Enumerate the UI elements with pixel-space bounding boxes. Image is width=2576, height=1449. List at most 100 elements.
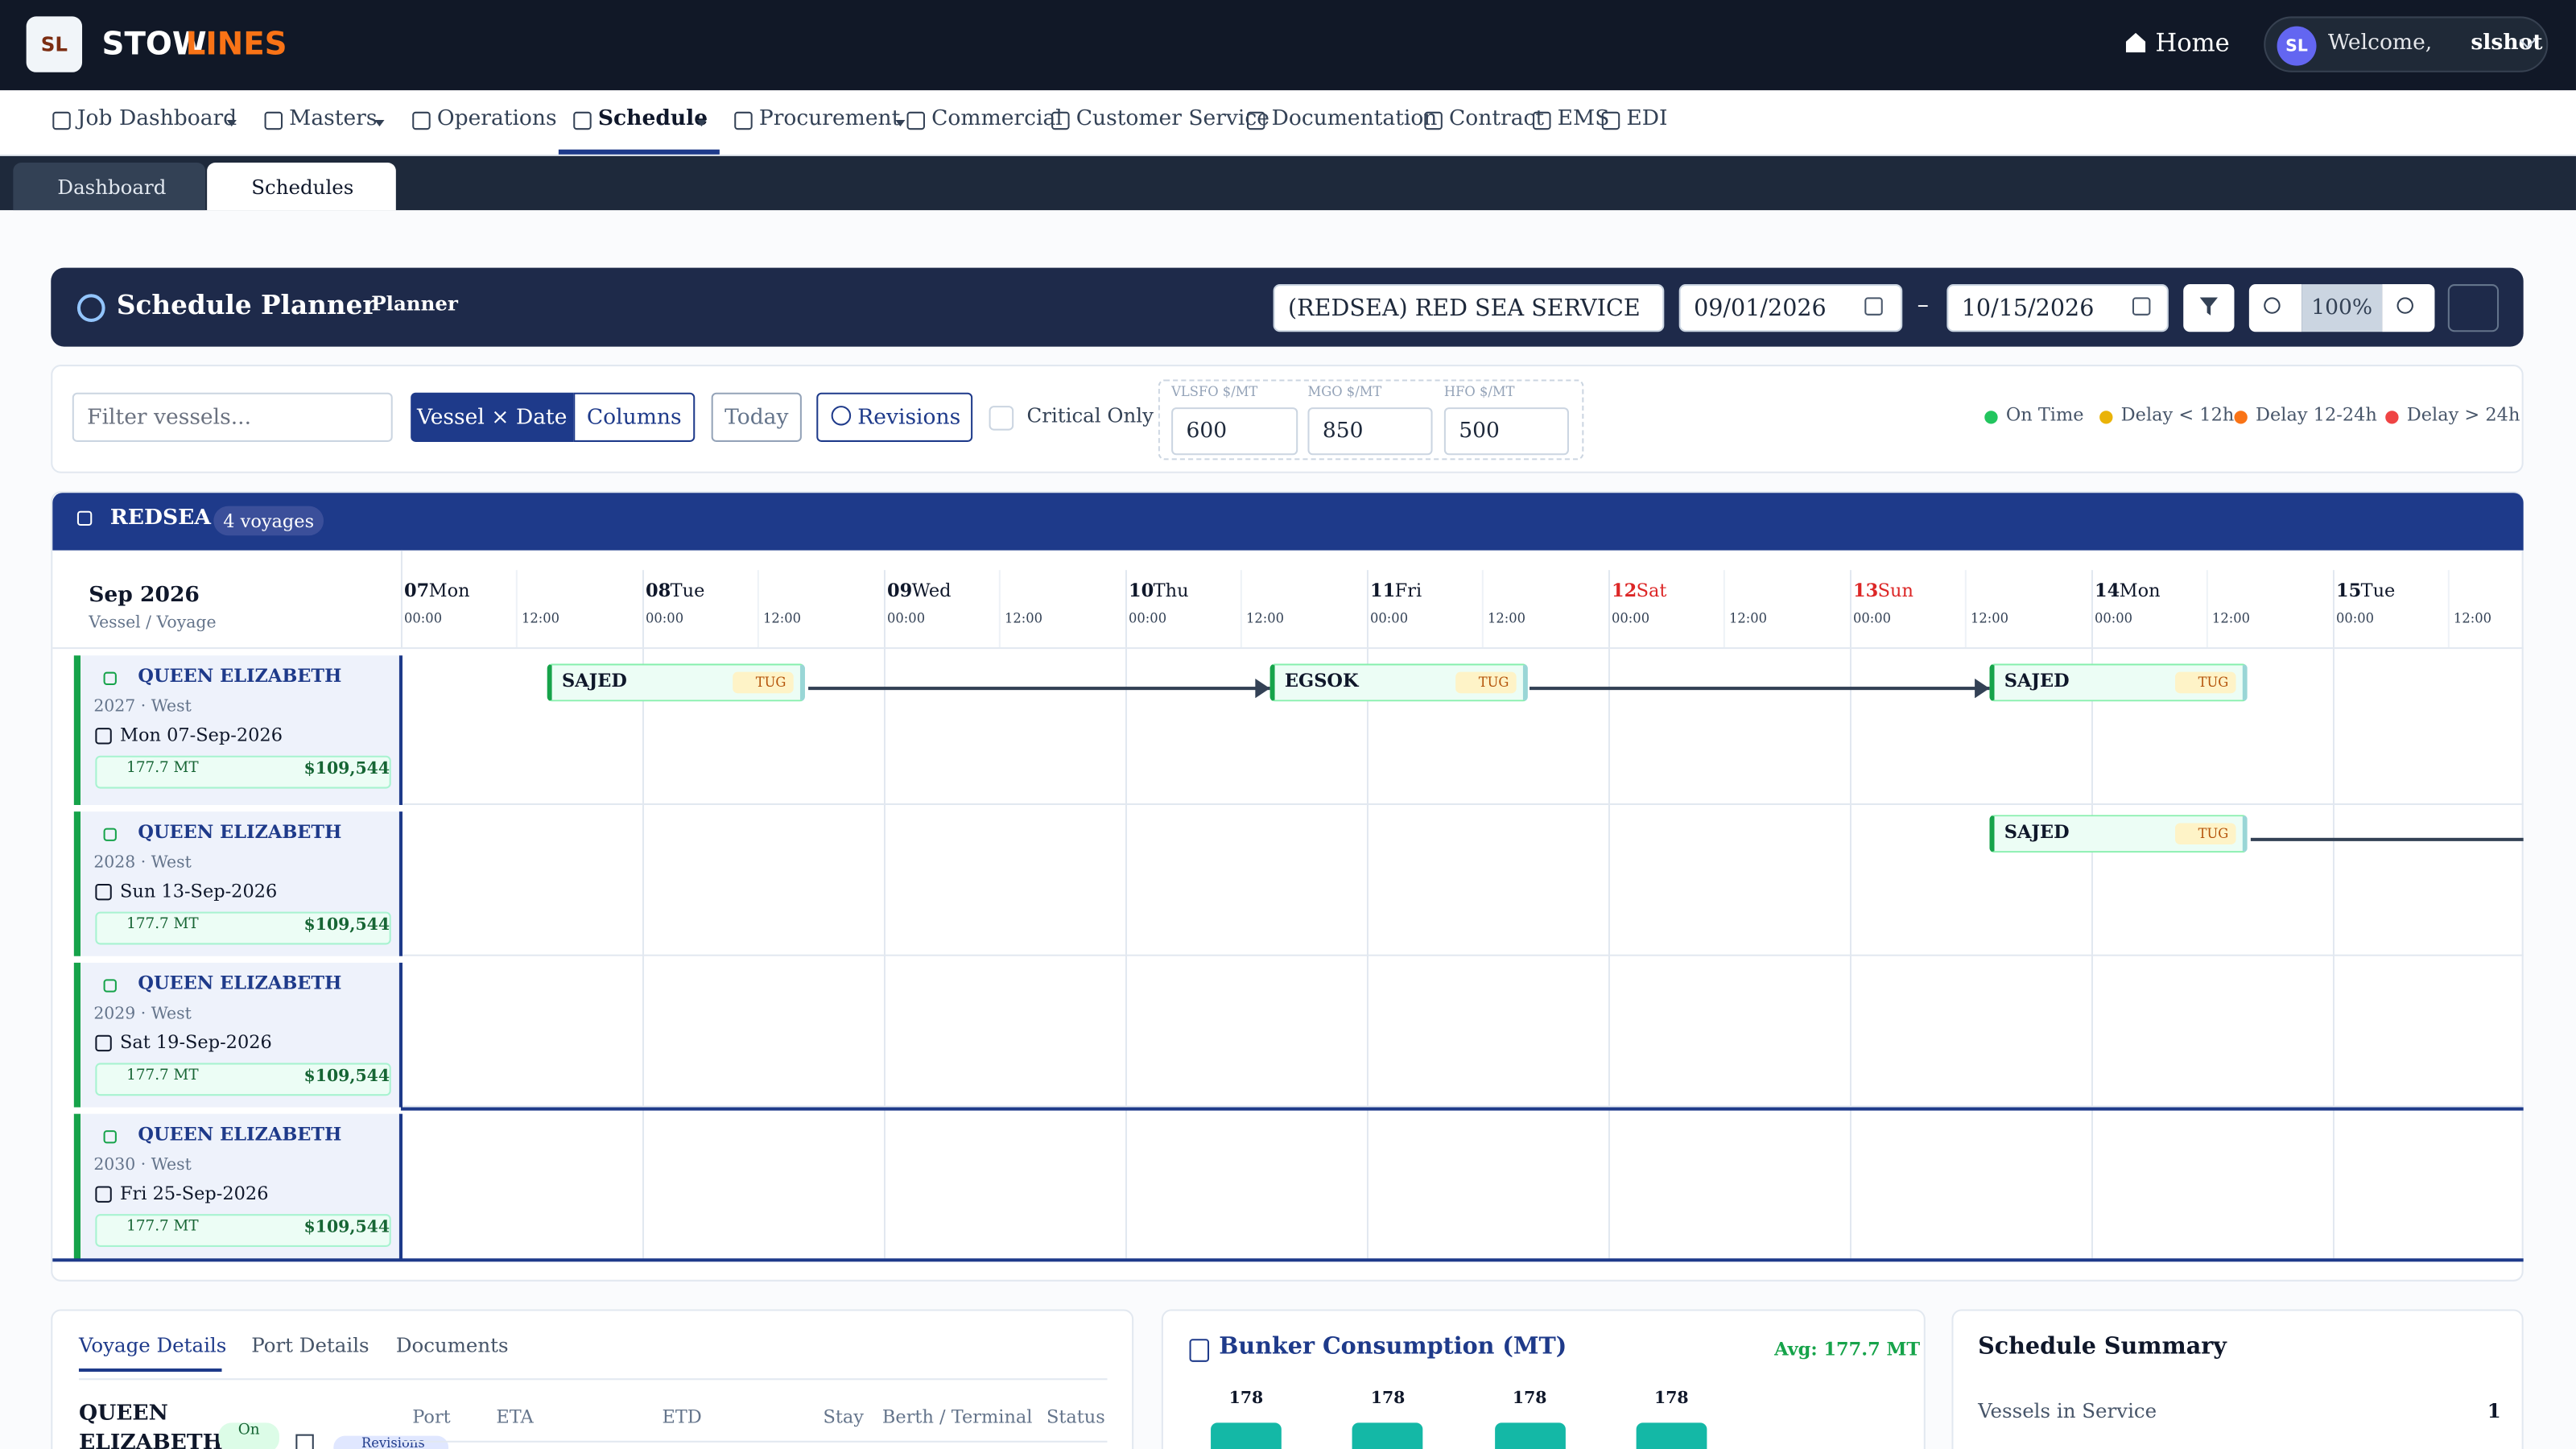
- half-line: [1481, 570, 1484, 648]
- timeline-card: [51, 491, 2524, 1282]
- voyage: 2030 · West: [93, 1156, 192, 1175]
- fuel-input[interactable]: 600: [1171, 407, 1298, 456]
- fuel: 177.7 MT: [126, 760, 199, 778]
- route-line: [2250, 837, 2524, 841]
- nav-item[interactable]: Job Dashboard: [76, 106, 237, 132]
- fuel-input[interactable]: 500: [1443, 407, 1569, 456]
- hour: 12:00: [1970, 611, 2009, 626]
- tab-bar: [0, 155, 2576, 211]
- bunker-title: Bunker Consumption (MT): [1219, 1334, 1567, 1360]
- voyage: 2027 · West: [93, 698, 192, 716]
- nav-caret: [374, 119, 385, 131]
- fuel-chip: 177.7 MT $109,544: [95, 911, 391, 945]
- fuel-input[interactable]: 850: [1307, 407, 1433, 456]
- summary-card: [1951, 1309, 2524, 1449]
- vessel-date: Mon 07-Sep-2026: [119, 724, 283, 746]
- nav-item[interactable]: Procurement: [758, 106, 901, 132]
- row-line: [400, 954, 2524, 956]
- day-line: [642, 570, 644, 1261]
- port-call[interactable]: SAJED TUG: [1989, 663, 2248, 702]
- details-tab[interactable]: Port Details: [251, 1334, 369, 1357]
- critical-checkbox[interactable]: [989, 406, 1014, 431]
- nav-item[interactable]: Masters: [289, 106, 378, 132]
- fuel-label: MGO $/MT: [1307, 384, 1382, 399]
- column-header: Port: [412, 1406, 451, 1428]
- cal-icon: [95, 883, 112, 901]
- welcome: Welcome,: [2327, 31, 2433, 56]
- route-line: [1529, 687, 1990, 691]
- port: SAJED: [561, 670, 627, 692]
- brand-b: LINES: [185, 26, 287, 63]
- vessel-filter[interactable]: Filter vessels...: [72, 392, 393, 442]
- cost: $109,544: [303, 1219, 390, 1237]
- fuel: 177.7 MT: [126, 916, 199, 934]
- group-name: REDSEA: [109, 506, 211, 531]
- nav-icon: [1246, 111, 1265, 130]
- hour: 00:00: [646, 611, 684, 626]
- half-line: [515, 570, 518, 648]
- port-call[interactable]: SAJED TUG: [1989, 815, 2248, 853]
- column-header: Berth / Terminal: [881, 1406, 1033, 1428]
- half-line: [1964, 570, 1967, 648]
- legend-dot: [2099, 411, 2113, 424]
- lock-icon: [103, 1130, 117, 1144]
- day-name: Mon: [2119, 580, 2161, 601]
- details-tab[interactable]: Documents: [395, 1334, 509, 1357]
- row-line: [400, 803, 2524, 805]
- cal-icon: [2132, 297, 2151, 316]
- legend-label: Delay 12-24h: [2256, 404, 2377, 426]
- day-line: [1849, 570, 1852, 1261]
- tag: TUG: [2175, 671, 2236, 694]
- legend-dot: [1984, 411, 1998, 424]
- port-call[interactable]: EGSOK TUG: [1269, 663, 1528, 702]
- half-line: [1723, 570, 1725, 648]
- nav-item[interactable]: Customer Service: [1075, 106, 1269, 132]
- port-call[interactable]: SAJED TUG: [547, 663, 805, 702]
- header-divider: [52, 647, 2524, 650]
- nav-item[interactable]: EMS: [1557, 106, 1610, 132]
- vessel-card: QUEEN ELIZABETH 2029 · West Sat 19-Sep-202…: [73, 962, 402, 1108]
- view-button[interactable]: Vessel × Date: [411, 392, 574, 442]
- nav-item[interactable]: Schedule: [597, 106, 708, 132]
- port: SAJED: [2004, 821, 2070, 843]
- fullscreen-button[interactable]: [2447, 284, 2500, 332]
- user: slshot: [2471, 31, 2543, 56]
- date-to[interactable]: 10/15/2026: [1946, 284, 2169, 332]
- row-selected-top: [400, 1107, 2524, 1111]
- lock-icon: [103, 828, 117, 841]
- nav-item[interactable]: Contract: [1448, 106, 1545, 132]
- user-menu[interactable]: SL Welcome, slshot: [2264, 16, 2549, 72]
- hour: 00:00: [2336, 611, 2375, 626]
- nav-item[interactable]: Commercial: [931, 106, 1063, 132]
- vessel-name: QUEEN ELIZABETH: [138, 972, 342, 994]
- today-button[interactable]: Today: [711, 392, 802, 442]
- service-select[interactable]: (REDSEA) RED SEA SERVICE: [1273, 284, 1665, 332]
- vessel-card: QUEEN ELIZABETH 2030 · West Fri 25-Sep-202…: [73, 1113, 402, 1261]
- legend-label: On Time: [2005, 404, 2084, 426]
- nav-item[interactable]: Documentation: [1271, 106, 1438, 132]
- nav-item[interactable]: EDI: [1626, 106, 1668, 132]
- column-header: ETA: [496, 1406, 534, 1428]
- vessel-date: Fri 25-Sep-2026: [119, 1183, 269, 1204]
- hour: 00:00: [404, 611, 443, 626]
- legend-label: Delay > 24h: [2406, 404, 2520, 426]
- vessel-card: QUEEN ELIZABETH 2028 · West Sun 13-Sep-202…: [73, 811, 402, 956]
- tab[interactable]: Schedules: [207, 163, 396, 211]
- home-link[interactable]: Home: [2155, 27, 2230, 58]
- details-tab[interactable]: Voyage Details: [78, 1334, 227, 1357]
- cost: $109,544: [303, 1067, 390, 1086]
- bar-label: 178: [1370, 1389, 1406, 1408]
- revisions-button[interactable]: Revisions: [816, 392, 973, 442]
- hour: 00:00: [1370, 611, 1409, 626]
- view-button[interactable]: Columns: [573, 392, 696, 442]
- nav-caret: [696, 119, 707, 131]
- hour: 12:00: [2211, 611, 2251, 626]
- bar-label: 178: [1512, 1389, 1547, 1408]
- cal-icon: [95, 728, 112, 745]
- vessel-name: QUEEN ELIZABETH: [138, 665, 342, 687]
- day-name: Sun: [1877, 580, 1913, 601]
- nav-item[interactable]: Operations: [436, 106, 557, 132]
- day-num: 08: [646, 580, 671, 601]
- tab[interactable]: Dashboard: [13, 163, 206, 211]
- tag: TUG: [2175, 823, 2236, 844]
